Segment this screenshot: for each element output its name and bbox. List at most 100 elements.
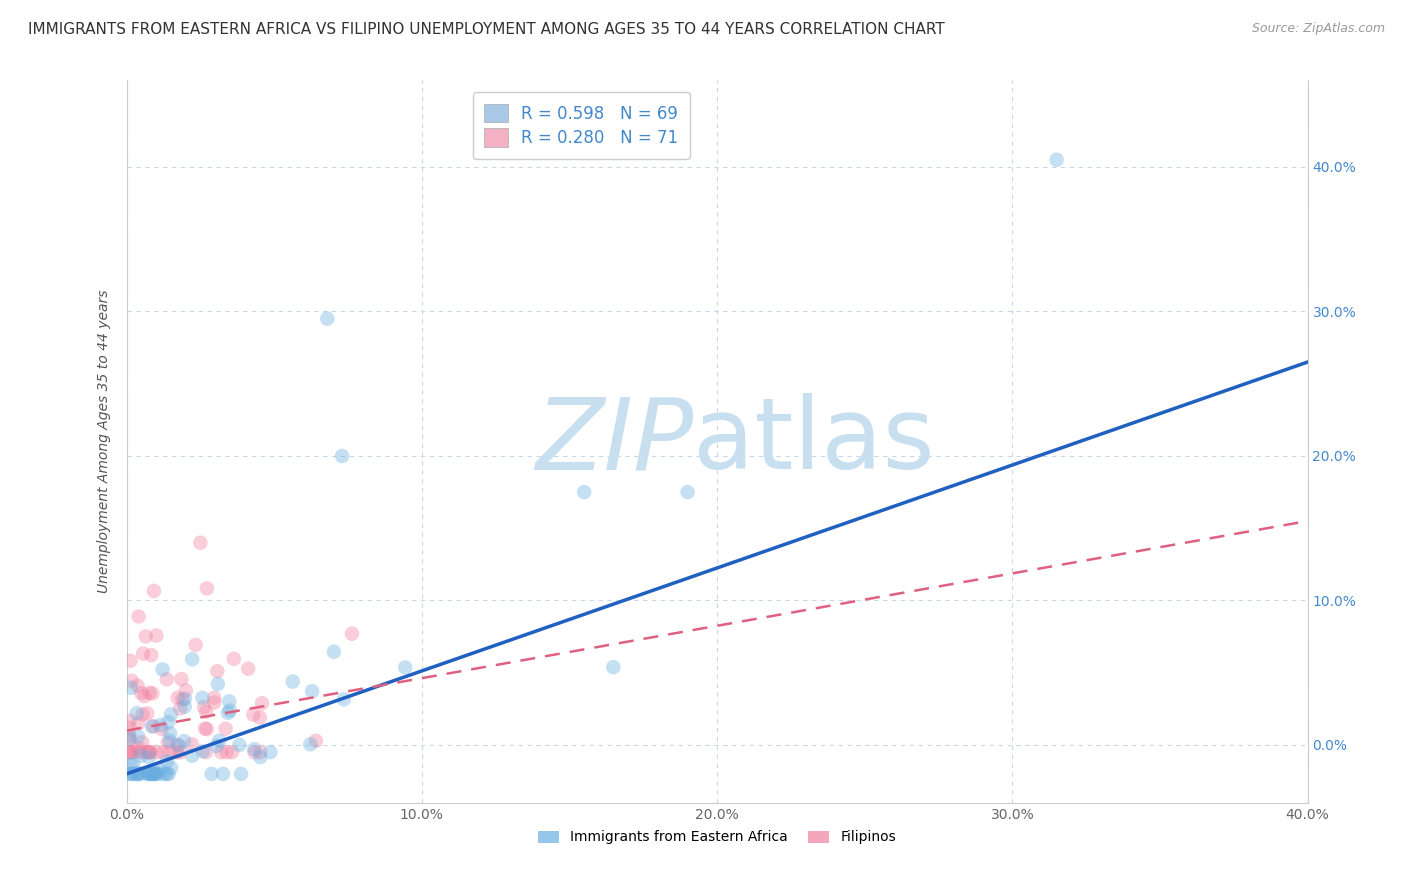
Point	[160, 761, 183, 775]
Point	[218, 694, 240, 708]
Point	[195, 705, 218, 719]
Point	[128, 767, 150, 781]
Point	[217, 706, 239, 720]
Point	[173, 734, 195, 748]
Point	[166, 738, 188, 752]
Point	[330, 449, 353, 463]
Point	[132, 647, 155, 661]
Point	[141, 686, 163, 700]
Point	[219, 704, 242, 718]
Point	[143, 767, 166, 781]
Point	[120, 767, 142, 781]
Point	[135, 766, 157, 780]
Point	[145, 745, 167, 759]
Text: ZIP: ZIP	[536, 393, 693, 490]
Point	[333, 692, 356, 706]
Point	[205, 739, 228, 753]
Point	[221, 745, 243, 759]
Point	[136, 706, 159, 721]
Point	[180, 737, 202, 751]
Text: atlas: atlas	[693, 393, 935, 490]
Point	[131, 735, 153, 749]
Point	[142, 583, 165, 598]
Point	[153, 767, 176, 781]
Point	[181, 652, 204, 666]
Point	[138, 686, 160, 700]
Text: IMMIGRANTS FROM EASTERN AFRICA VS FILIPINO UNEMPLOYMENT AMONG AGES 35 TO 44 YEAR: IMMIGRANTS FROM EASTERN AFRICA VS FILIPI…	[28, 22, 945, 37]
Point	[118, 729, 141, 743]
Point	[138, 767, 160, 781]
Point	[200, 767, 222, 781]
Legend: Immigrants from Eastern Africa, Filipinos: Immigrants from Eastern Africa, Filipino…	[533, 825, 901, 850]
Point	[129, 748, 152, 763]
Point	[127, 767, 149, 781]
Point	[141, 648, 163, 662]
Point	[202, 696, 225, 710]
Point	[142, 767, 165, 781]
Point	[120, 745, 142, 759]
Point	[148, 762, 170, 776]
Point	[118, 721, 141, 735]
Point	[141, 720, 163, 734]
Point	[138, 745, 160, 759]
Point	[207, 664, 229, 678]
Point	[150, 722, 173, 736]
Point	[242, 707, 264, 722]
Point	[299, 737, 322, 751]
Point	[128, 609, 150, 624]
Point	[124, 767, 146, 781]
Point	[207, 677, 229, 691]
Point	[149, 767, 172, 781]
Point	[281, 674, 304, 689]
Point	[159, 745, 181, 759]
Point	[145, 628, 167, 642]
Point	[122, 757, 145, 772]
Point	[174, 691, 197, 706]
Point	[129, 767, 152, 781]
Point	[142, 719, 165, 733]
Point	[191, 744, 214, 758]
Point	[157, 715, 180, 730]
Point	[135, 630, 157, 644]
Point	[127, 745, 149, 759]
Point	[129, 745, 152, 759]
Point	[121, 767, 143, 781]
Point	[131, 707, 153, 722]
Point	[118, 714, 141, 728]
Point	[125, 706, 148, 721]
Y-axis label: Unemployment Among Ages 35 to 44 years: Unemployment Among Ages 35 to 44 years	[97, 290, 111, 593]
Point	[209, 745, 232, 759]
Point	[191, 690, 214, 705]
Point	[166, 745, 188, 759]
Point	[238, 662, 260, 676]
Point	[120, 757, 142, 772]
Point	[195, 722, 218, 736]
Point	[193, 700, 215, 714]
Point	[1046, 153, 1069, 167]
Point	[118, 745, 141, 759]
Point	[340, 626, 363, 640]
Point	[602, 660, 624, 674]
Point	[156, 767, 179, 781]
Point	[222, 652, 245, 666]
Point	[160, 707, 183, 722]
Point	[128, 740, 150, 755]
Point	[120, 654, 142, 668]
Point	[228, 738, 250, 752]
Point	[249, 710, 271, 724]
Point	[136, 745, 159, 759]
Point	[152, 662, 174, 676]
Point	[243, 742, 266, 756]
Point	[134, 689, 156, 703]
Point	[208, 733, 231, 747]
Point	[118, 731, 141, 746]
Point	[138, 750, 160, 764]
Point	[156, 672, 179, 686]
Point	[159, 733, 181, 747]
Point	[166, 690, 188, 705]
Point	[121, 745, 143, 759]
Text: Source: ZipAtlas.com: Source: ZipAtlas.com	[1251, 22, 1385, 36]
Point	[169, 745, 191, 759]
Point	[194, 722, 217, 736]
Point	[118, 733, 141, 747]
